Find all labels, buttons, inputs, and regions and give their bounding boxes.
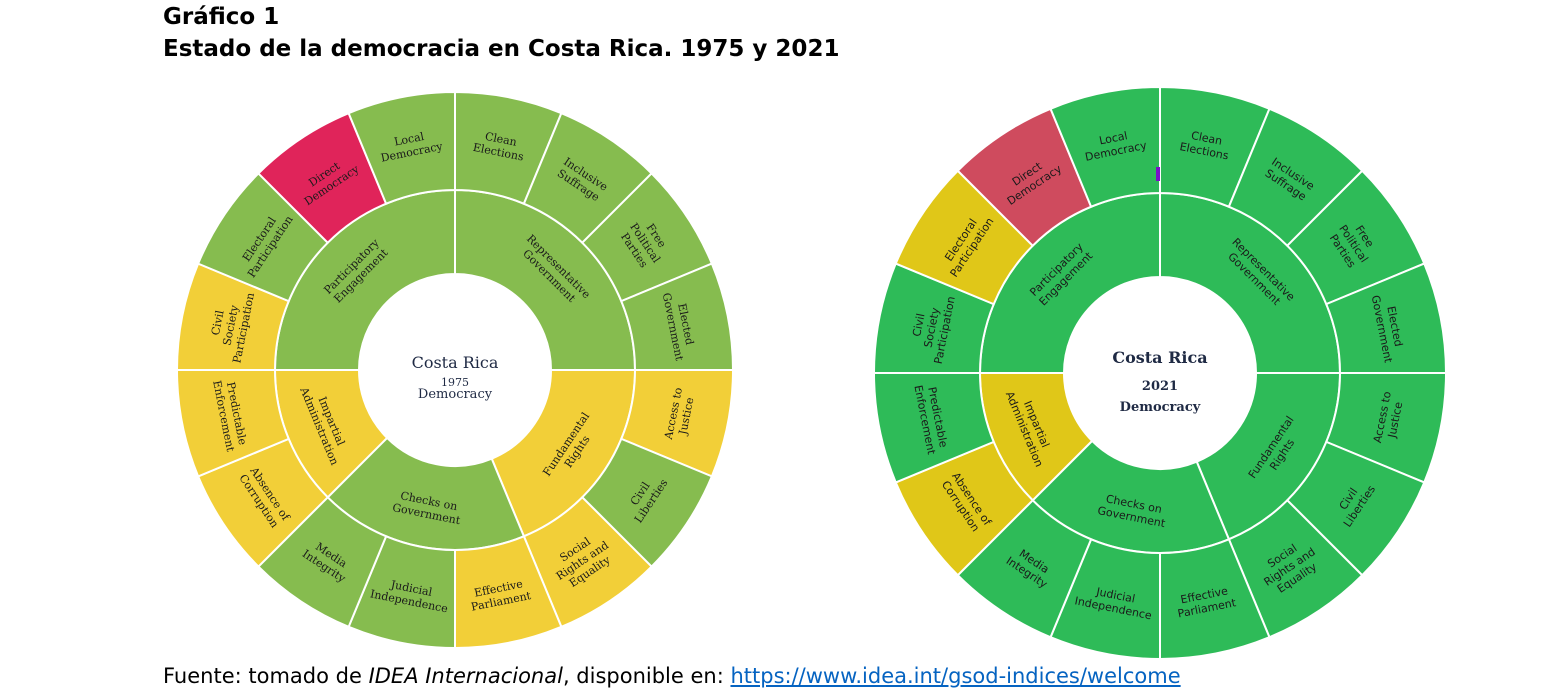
source-org: IDEA Internacional	[368, 664, 563, 688]
outer-label-elected-government: ElectedGovernment	[1369, 291, 1408, 364]
center-title: Costa Rica	[1112, 348, 1207, 367]
source-link[interactable]: https://www.idea.int/gsod-indices/welcom…	[730, 664, 1181, 688]
center-circle	[1066, 279, 1254, 467]
figure-number: Gráfico 1	[163, 4, 280, 30]
source-prefix: Fuente: tomado de	[163, 664, 369, 688]
source-middle: , disponible en:	[562, 664, 731, 688]
outer-label-free-political-parties: FreePoliticalParties	[1325, 215, 1381, 272]
source-note: Fuente: tomado de IDEA Internacional, di…	[163, 664, 1181, 688]
center-year: 2021	[1142, 379, 1178, 394]
sunburst-chart-1975: RepresentativeGovernmentFundamentalRight…	[175, 90, 735, 650]
outer-segment-local-democracy	[1049, 85, 1161, 209]
center-year: 1975	[441, 376, 469, 389]
center-title: Costa Rica	[412, 353, 499, 372]
center-subtitle: Democracy	[418, 387, 493, 402]
outer-segment-local-democracy	[347, 90, 456, 206]
center-circle	[361, 276, 549, 464]
sunburst-chart-2021: RepresentativeGovernmentFundamentalRight…	[872, 85, 1448, 661]
center-subtitle: Democracy	[1120, 400, 1201, 415]
figure-title: Estado de la democracia en Costa Rica. 1…	[163, 36, 840, 62]
selection-marker	[1156, 167, 1160, 181]
